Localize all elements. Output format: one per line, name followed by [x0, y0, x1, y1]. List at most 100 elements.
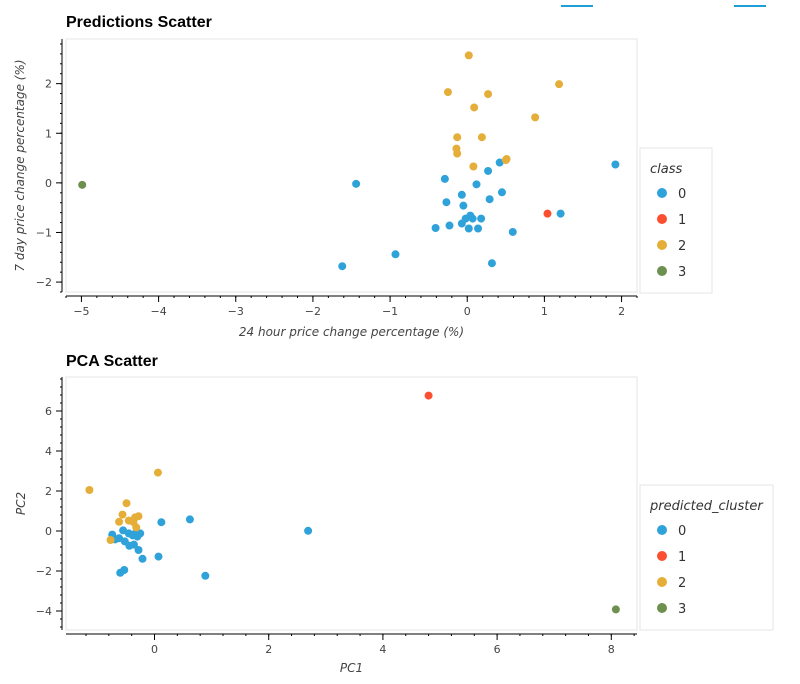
legend-label[interactable]: 0	[678, 524, 686, 539]
scatter-point-class-0[interactable]	[445, 221, 454, 230]
scatter-point-class-2[interactable]	[153, 468, 162, 477]
scatter-point-class-2[interactable]	[453, 149, 462, 158]
scatter-point-class-2[interactable]	[477, 133, 486, 142]
scatter-point-class-0[interactable]	[391, 250, 400, 259]
legend-label[interactable]: 2	[678, 576, 686, 591]
scatter-point-class-2[interactable]	[85, 486, 94, 494]
y-tick-label: 6	[45, 405, 52, 418]
scatter-point-class-0[interactable]	[134, 546, 143, 554]
y-tick-label: 2	[45, 78, 52, 91]
scatter-point-class-0[interactable]	[120, 566, 129, 574]
scatter-point-class-2[interactable]	[470, 103, 479, 112]
y-axis-label: 7 day price change percentage (%)	[13, 59, 27, 271]
chart-title: PCA Scatter	[66, 353, 158, 370]
scatter-point-class-3[interactable]	[611, 605, 620, 614]
scatter-point-class-2[interactable]	[443, 88, 452, 97]
scatter-point-class-2[interactable]	[531, 113, 540, 122]
scatter-point-class-1[interactable]	[424, 391, 433, 400]
legend-label[interactable]: 1	[678, 213, 686, 228]
legend-marker[interactable]	[657, 603, 667, 613]
x-tick-label: 1	[541, 305, 548, 318]
legend-marker[interactable]	[657, 525, 667, 535]
scatter-point-class-1[interactable]	[543, 209, 552, 218]
legend-label[interactable]: 2	[678, 239, 686, 254]
legend-marker[interactable]	[657, 551, 667, 561]
y-tick-label: 0	[45, 525, 52, 538]
scatter-point-class-0[interactable]	[457, 190, 466, 199]
scatter-point-class-0[interactable]	[484, 166, 493, 175]
toolbar-indicator-2[interactable]	[734, 5, 766, 7]
y-tick-label: −1	[36, 226, 52, 239]
legend-box	[639, 147, 713, 294]
scatter-point-class-2[interactable]	[118, 510, 127, 519]
scatter-point-class-2[interactable]	[469, 162, 478, 171]
legend-marker[interactable]	[657, 266, 667, 276]
scatter-point-class-0[interactable]	[472, 180, 481, 189]
x-tick-label: 2	[265, 643, 272, 656]
scatter-point-class-0[interactable]	[459, 201, 468, 210]
legend-title: predicted_cluster	[649, 499, 764, 514]
scatter-point-class-2[interactable]	[501, 156, 510, 165]
predictions-scatter-panel: Predictions Scatter −5 −4 −3 −2 −1 0 1 2 −2 −1 0 1 2 2…	[13, 14, 713, 339]
scatter-point-class-0[interactable]	[497, 188, 506, 197]
scatter-point-class-2[interactable]	[132, 523, 141, 532]
legend-label[interactable]: 1	[678, 550, 686, 565]
scatter-point-class-2[interactable]	[453, 133, 462, 142]
scatter-point-class-0[interactable]	[138, 554, 147, 563]
scatter-point-class-0[interactable]	[440, 174, 449, 183]
y-tick-label: 1	[45, 127, 52, 140]
x-tick-label: −4	[150, 305, 166, 318]
legend-title: class	[650, 162, 682, 177]
x-axis-label: 24 hour price change percentage (%)	[239, 325, 464, 339]
scatter-point-class-0[interactable]	[154, 552, 163, 561]
y-tick-label: −2	[36, 276, 52, 289]
scatter-point-class-2[interactable]	[115, 517, 124, 526]
scatter-point-class-0[interactable]	[352, 179, 361, 188]
x-tick-label: −2	[305, 305, 321, 318]
scatter-point-class-0[interactable]	[136, 529, 145, 538]
scatter-point-class-0[interactable]	[611, 160, 620, 169]
scatter-point-class-0[interactable]	[485, 195, 494, 204]
scatter-point-class-0[interactable]	[466, 211, 475, 220]
scatter-point-class-2[interactable]	[484, 90, 493, 99]
scatter-point-class-0[interactable]	[495, 158, 504, 167]
legend-marker[interactable]	[657, 214, 667, 224]
scatter-point-class-2[interactable]	[122, 499, 131, 508]
x-tick-label: 0	[464, 305, 471, 318]
scatter-point-class-0[interactable]	[464, 224, 473, 233]
scatter-point-class-0[interactable]	[338, 262, 347, 271]
scatter-point-class-0[interactable]	[442, 198, 451, 207]
pca-scatter-panel: PCA Scatter 0 2 4 6 8 −4 −2 0 2 4 6 PC1 PC2 predicted_…	[14, 353, 774, 675]
y-tick-label: 4	[45, 445, 52, 458]
legend-marker[interactable]	[657, 188, 667, 198]
x-tick-label: 4	[379, 643, 386, 656]
legend-label[interactable]: 3	[678, 265, 686, 280]
toolbar-indicator-1[interactable]	[561, 5, 593, 7]
scatter-point-class-2[interactable]	[464, 51, 473, 60]
scatter-point-class-2[interactable]	[106, 536, 115, 544]
scatter-point-class-2[interactable]	[555, 80, 564, 89]
scatter-point-class-0[interactable]	[477, 214, 486, 223]
y-tick-label: 2	[45, 485, 52, 498]
scatter-point-class-0[interactable]	[185, 515, 194, 524]
plot-frame	[65, 376, 638, 631]
scatter-point-class-0[interactable]	[431, 224, 440, 233]
scatter-point-class-0[interactable]	[508, 227, 517, 236]
scatter-point-class-0[interactable]	[304, 526, 313, 535]
y-axis-label: PC2	[14, 492, 28, 515]
x-tick-label: 2	[618, 305, 625, 318]
legend-label[interactable]: 0	[678, 187, 686, 202]
scatter-point-class-0[interactable]	[129, 540, 138, 549]
scatter-point-class-0[interactable]	[201, 571, 210, 580]
scatter-point-class-0[interactable]	[474, 224, 483, 233]
legend-marker[interactable]	[657, 577, 667, 587]
scatter-point-class-0[interactable]	[556, 209, 565, 218]
x-tick-label: 0	[151, 643, 158, 656]
x-tick-label: 8	[608, 643, 615, 656]
legend-marker[interactable]	[657, 240, 667, 250]
scatter-point-class-3[interactable]	[78, 180, 87, 189]
scatter-point-class-0[interactable]	[487, 259, 496, 268]
legend-label[interactable]: 3	[678, 602, 686, 617]
scatter-point-class-0[interactable]	[157, 518, 166, 527]
